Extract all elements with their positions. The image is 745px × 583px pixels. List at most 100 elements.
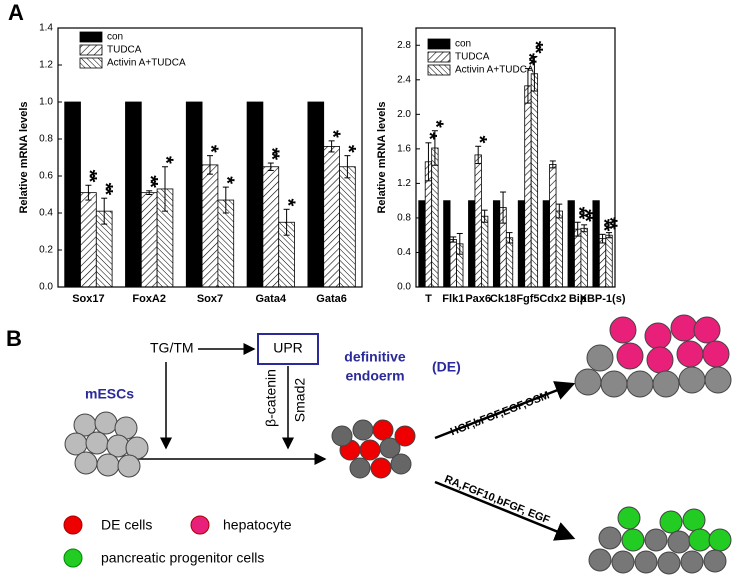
bar [80,192,97,288]
significance-mark: * [418,132,440,140]
legend-label: DE cells [101,517,152,533]
panel-label: B [6,326,22,351]
y-tick-label: 0.6 [39,171,53,182]
x-tick-label: Ck18 [490,293,516,305]
significance-mark: ** [261,147,283,160]
bar [517,200,526,288]
bar [524,85,532,288]
y-tick-label: 1.4 [39,23,53,34]
y-tick-label: 0.0 [39,282,53,293]
bar [418,200,426,288]
de-cluster [331,419,416,479]
significance-mark: ** [78,170,100,183]
bar [449,239,457,288]
bar [468,200,476,288]
significance-mark: * [468,135,490,143]
bar [530,73,539,288]
y-tick-label: 1.6 [397,144,411,155]
bar [592,200,600,288]
tg-tm: TG/TM [150,340,194,356]
bar [140,192,158,288]
y-axis-label: Relative mRNA levels [18,101,30,213]
legend-label: Activin A+TUDCA [455,65,534,76]
bar [580,227,588,288]
x-tick-label: XBP-1(s) [580,293,626,305]
legend-label: pancreatic progenitor cells [101,550,264,566]
x-tick-label: Pax6 [465,293,491,305]
upr-box [257,333,319,365]
legend-swatch [427,51,451,63]
legend-swatch [427,38,451,50]
legend-swatch [63,548,83,568]
mesc-cluster [64,411,149,478]
panel-label: A [8,0,24,25]
bar [339,166,356,288]
y-tick-label: 2.4 [397,74,411,85]
legend-swatch [190,515,210,535]
plot-frame [415,27,616,288]
significance-mark: * [200,145,222,153]
x-tick-label: Gata4 [256,293,287,305]
smad2: Smad2 [292,378,308,423]
hepatocyte-cluster [574,314,732,398]
y-tick-label: 0.0 [397,282,411,293]
arrow [434,480,576,541]
endoderm: endoerm [345,368,404,384]
diagram: B TG/TM UPR β-catenin Smad2 mESCs defini… [6,314,732,575]
legend-swatch [79,31,103,43]
bar [481,215,489,288]
significance-mark: * [216,176,238,184]
legend-swatch [63,515,83,535]
bar [262,166,280,288]
x-tick-label: Flk1 [442,293,464,305]
legend-swatch [427,64,451,76]
significance-mark: * [155,156,177,164]
bar [431,147,439,288]
legend-label: con [455,39,471,50]
bar [549,164,557,288]
bar [555,210,563,288]
legend-swatch [79,44,103,56]
significance-mark: * [337,145,359,153]
bar [574,228,582,288]
significance-mark: ** [94,183,116,196]
y-tick-label: 0.8 [39,134,53,145]
definitive: definitive [344,349,406,365]
bar [605,234,613,288]
legend-label: TUDCA [455,52,490,63]
y-tick-label: 1.2 [39,60,53,71]
bar [125,101,142,288]
y-tick-label: 2.0 [397,109,411,120]
bar [492,200,501,288]
significance-mark: * [276,199,298,207]
pancreatic-factors: RA,FGF10,bFGF, EGF [443,473,552,526]
y-tick-label: 1.2 [397,178,411,189]
y-tick-label: 0.4 [39,208,53,219]
plot-frame [57,27,363,288]
bar [64,101,81,288]
significance-mark: ** [139,175,161,188]
y-tick-label: 1.0 [39,97,53,108]
x-tick-label: T [425,293,432,305]
legend-swatch [79,57,103,69]
legend-label: TUDCA [107,45,142,56]
significance-mark: * [321,130,343,138]
beta-catenin: β-catenin [263,369,279,427]
legend-label: hepatocyte [223,517,292,533]
legend-label: con [107,32,123,43]
bar [323,145,340,288]
bar [542,200,550,288]
bar [505,237,514,288]
y-tick-label: 0.4 [397,247,411,258]
significance-mark: ** [524,41,546,54]
x-tick-label: Gata6 [316,293,347,305]
bar [201,164,219,288]
x-tick-label: Sox7 [197,293,223,305]
x-tick-label: Bip [569,293,587,305]
bar [443,200,451,288]
x-tick-label: Cdx2 [539,293,566,305]
legend-label: Activin A+TUDCA [107,58,186,69]
y-tick-label: 0.8 [397,213,411,224]
significance-mark: * [425,120,447,128]
